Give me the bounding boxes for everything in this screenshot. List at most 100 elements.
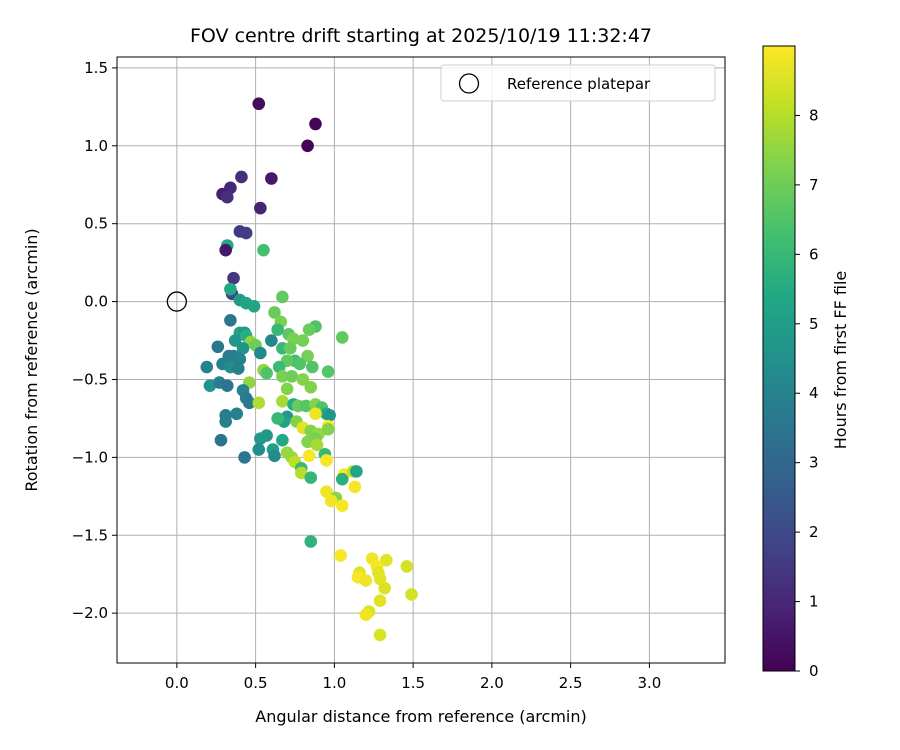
y-axis-label: Rotation from reference (arcmin) <box>22 228 41 491</box>
y-tick-label: −1.0 <box>72 448 108 466</box>
x-tick-label: 2.5 <box>559 674 583 692</box>
data-point <box>243 396 256 410</box>
data-point <box>380 553 393 567</box>
data-point <box>247 299 261 313</box>
data-point <box>299 399 313 413</box>
data-point <box>236 342 250 355</box>
data-point <box>220 190 234 204</box>
data-point <box>283 342 297 355</box>
data-point <box>302 449 316 463</box>
plot-frame <box>116 56 726 664</box>
x-axis-label: Angular distance from reference (arcmin) <box>255 707 586 726</box>
data-point <box>224 313 237 327</box>
data-point <box>304 471 318 484</box>
data-point <box>296 334 310 347</box>
data-point <box>323 409 336 422</box>
data-point <box>268 449 281 463</box>
x-tick-label: 2.0 <box>480 674 504 692</box>
data-point <box>304 380 318 394</box>
grid <box>117 57 725 663</box>
colorbar-tick-label: 2 <box>809 523 819 541</box>
data-point <box>231 362 245 375</box>
data-point <box>321 423 335 436</box>
data-point <box>335 472 349 486</box>
data-point <box>254 201 267 215</box>
data-point <box>296 373 310 386</box>
colorbar-label: Hours from first FF file <box>831 271 850 450</box>
data-point <box>373 572 387 586</box>
data-point <box>211 340 225 354</box>
colorbar: 0 1 2 3 4 5 6 7 8 Hours from first FF file <box>762 45 850 680</box>
legend: Reference platepar <box>440 64 716 102</box>
data-point <box>306 360 319 374</box>
colorbar-tick-label: 8 <box>809 106 819 124</box>
data-point <box>294 466 308 480</box>
data-point <box>214 433 228 447</box>
x-tick-label: 3.0 <box>637 674 661 692</box>
legend-box <box>440 64 716 102</box>
data-point <box>400 560 414 573</box>
data-point <box>227 271 240 285</box>
data-point <box>224 282 237 296</box>
data-point <box>301 435 314 449</box>
data-point <box>320 485 333 498</box>
data-point <box>219 415 232 428</box>
data-point <box>301 349 314 363</box>
data-point <box>335 499 349 512</box>
x-axis-ticks: 0.0 0.5 1.0 1.5 2.0 2.5 3.0 <box>165 663 661 692</box>
data-point <box>324 494 338 508</box>
data-point <box>265 172 278 185</box>
y-tick-label: 0.5 <box>84 215 108 233</box>
data-point <box>200 360 214 374</box>
data-point <box>238 451 251 464</box>
y-tick-label: −0.5 <box>72 370 108 388</box>
y-tick-label: 0.0 <box>84 293 108 311</box>
colorbar-tick-label: 3 <box>809 454 819 472</box>
colorbar-gradient <box>762 45 796 672</box>
data-point <box>220 379 234 393</box>
data-point <box>276 370 289 383</box>
data-point <box>276 433 289 447</box>
data-point <box>230 407 244 421</box>
data-point <box>373 628 387 642</box>
chart-title: FOV centre drift starting at 2025/10/19 … <box>190 25 652 47</box>
data-point <box>271 323 284 336</box>
data-point <box>359 608 373 622</box>
data-point <box>239 226 253 240</box>
colorbar-tick-label: 7 <box>809 176 819 194</box>
colorbar-tick-label: 1 <box>809 593 819 611</box>
data-point <box>252 443 266 456</box>
data-point <box>302 323 316 336</box>
colorbar-tick-label: 4 <box>809 384 819 402</box>
data-point <box>348 480 362 494</box>
colorbar-tick-label: 6 <box>809 245 819 263</box>
data-point <box>334 549 347 562</box>
data-point <box>219 243 232 257</box>
data-point <box>293 357 307 371</box>
y-tick-label: −2.0 <box>72 604 108 622</box>
data-point <box>320 454 333 467</box>
data-point <box>276 290 289 304</box>
data-point <box>235 170 248 184</box>
data-point <box>233 352 247 366</box>
x-tick-label: 0.0 <box>165 674 189 692</box>
data-point <box>378 581 392 595</box>
y-tick-label: 1.5 <box>84 59 108 77</box>
x-tick-label: 0.5 <box>244 674 268 692</box>
data-point <box>285 370 299 383</box>
x-tick-label: 1.5 <box>401 674 425 692</box>
data-point <box>268 306 281 319</box>
legend-marker-reference <box>458 73 480 94</box>
colorbar-tick-label: 5 <box>809 315 819 333</box>
data-point <box>260 366 273 380</box>
data-point <box>271 412 284 425</box>
data-point <box>252 396 266 410</box>
y-tick-label: 1.0 <box>84 137 108 155</box>
data-point <box>254 346 267 360</box>
data-point <box>280 382 294 396</box>
colorbar-ticks: 0 1 2 3 4 5 6 7 8 <box>795 106 819 680</box>
x-tick-label: 1.0 <box>322 674 346 692</box>
data-point <box>310 438 324 452</box>
data-point <box>203 379 217 393</box>
data-point <box>321 365 335 378</box>
